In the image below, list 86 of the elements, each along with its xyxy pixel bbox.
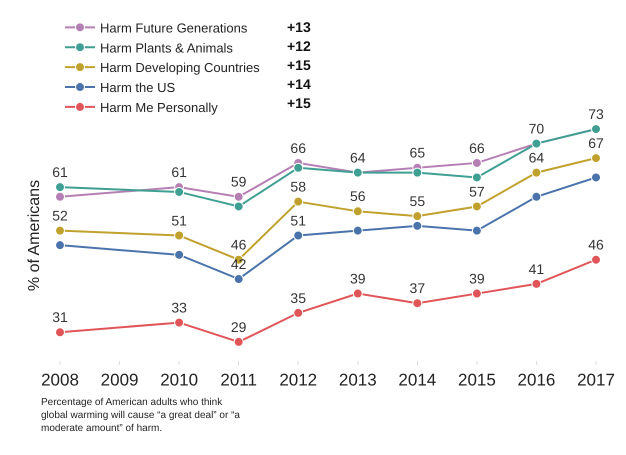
data-label: 73 [588,106,604,122]
data-label: 56 [350,188,366,204]
data-label: 66 [469,140,485,156]
data-label: 31 [52,309,68,326]
point [472,226,482,236]
data-label: 51 [290,212,306,228]
data-label: 52 [52,208,68,224]
point [234,201,244,212]
point [293,230,304,240]
point [174,318,184,328]
data-label: 67 [588,134,604,151]
data-label: 39 [350,270,366,286]
point [55,182,65,192]
point [55,192,65,202]
point [531,192,542,202]
point [55,327,65,338]
data-label: 46 [230,236,247,253]
x-tick-label: 2011 [220,370,257,390]
data-label: 61 [52,164,68,180]
data-label: 33 [171,299,188,316]
point [412,211,422,222]
data-label: 57 [469,183,485,200]
point [472,288,482,299]
data-label: 65 [410,144,426,161]
x-tick-label: 2014 [398,370,436,390]
data-label: 55 [410,193,426,210]
point [412,298,422,308]
data-label: 58 [290,178,306,195]
y-axis-title: % of Americans [26,180,43,292]
text: +12 [287,38,311,54]
point [591,172,601,182]
point [591,153,601,164]
x-tick-label: 2010 [160,370,198,390]
legend-label: Harm Me Personally [100,100,218,115]
legend-label: Harm Future Generations [100,20,248,36]
data-label: 64 [528,149,544,166]
data-label: 29 [230,318,247,335]
point [352,288,363,299]
text: +15 [287,57,311,73]
data-label: 41 [528,260,544,277]
point [234,192,244,202]
data-label: 39 [469,270,485,286]
text: +14 [287,76,311,92]
x-tick-label: 2013 [338,370,377,390]
point [55,240,65,250]
data-label: 37 [410,280,426,296]
x-tick-label: 2016 [518,370,556,390]
x-tick-label: 2012 [279,370,318,390]
point [293,162,304,173]
point [234,274,244,284]
data-label: 51 [171,212,188,228]
point [472,201,482,212]
text: Percentage of American adults who think global warming will cause “a great deal” or “a moderate amount” of harm. [41,397,240,434]
point [531,168,542,178]
data-label: 64 [350,149,366,166]
legend-label: Harm Plants & Animals [100,40,234,56]
x-tick-label: 2009 [100,370,138,390]
data-label: 35 [290,290,306,306]
x-tick-label: 2017 [577,370,615,390]
point [293,308,304,318]
x-tick-label: 2008 [41,370,79,390]
data-label: 61 [171,164,188,180]
legend-label: Harm Developing Countries [100,60,260,76]
point [591,254,601,265]
data-label: 66 [290,140,306,156]
data-label: 70 [528,120,544,136]
point [234,336,244,347]
data-label: 59 [230,174,247,190]
point [174,230,184,240]
text: +15 [287,95,311,111]
legend-label: Harm the US [100,80,176,96]
point [472,158,482,168]
data-label: 42 [230,256,247,272]
point [531,278,542,289]
x-tick-label: 2015 [458,370,496,390]
text: +13 [287,19,311,35]
point [412,168,422,178]
point [412,220,422,231]
point [55,226,65,236]
point [174,186,184,197]
point [472,172,482,182]
data-label: 46 [588,236,604,253]
point [352,226,363,236]
point [174,250,184,260]
point [352,206,363,216]
point [293,196,304,207]
